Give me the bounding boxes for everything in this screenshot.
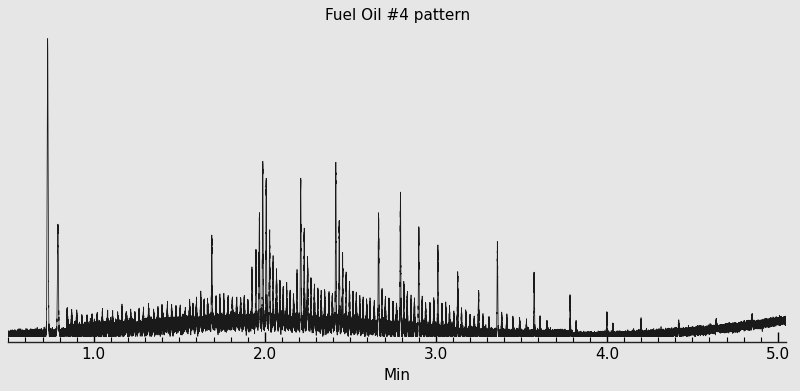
Title: Fuel Oil #4 pattern: Fuel Oil #4 pattern [325, 8, 470, 23]
X-axis label: Min: Min [384, 368, 411, 383]
